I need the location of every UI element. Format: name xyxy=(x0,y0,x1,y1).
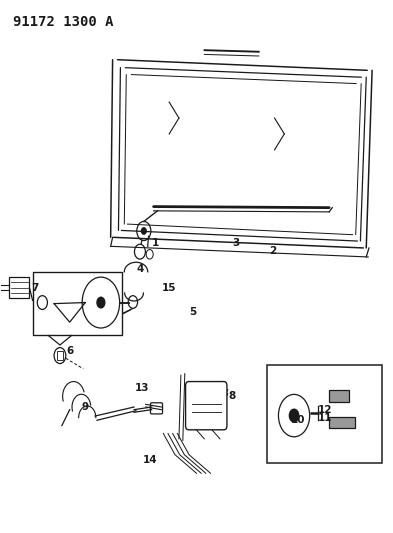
Text: 12: 12 xyxy=(318,405,332,415)
Text: 9: 9 xyxy=(82,402,89,412)
Text: 5: 5 xyxy=(189,306,196,317)
Text: 91172 1300 A: 91172 1300 A xyxy=(13,14,114,29)
Circle shape xyxy=(141,228,146,234)
Text: 14: 14 xyxy=(142,455,157,465)
Circle shape xyxy=(289,409,299,422)
Text: 8: 8 xyxy=(228,391,235,401)
Text: 2: 2 xyxy=(269,246,276,256)
Text: 10: 10 xyxy=(291,415,305,425)
Text: 15: 15 xyxy=(162,282,176,293)
Text: 7: 7 xyxy=(31,282,38,293)
Bar xyxy=(267,365,382,463)
Text: 13: 13 xyxy=(135,383,149,393)
FancyBboxPatch shape xyxy=(151,403,163,414)
Text: 3: 3 xyxy=(232,238,239,248)
Text: 4: 4 xyxy=(136,264,143,274)
Text: 6: 6 xyxy=(66,346,73,357)
FancyBboxPatch shape xyxy=(185,382,227,430)
Bar xyxy=(57,351,63,360)
Bar xyxy=(9,277,29,298)
Bar xyxy=(329,390,349,402)
Text: 1: 1 xyxy=(152,238,159,248)
Text: 11: 11 xyxy=(318,413,332,423)
Circle shape xyxy=(97,297,105,308)
Bar xyxy=(329,417,354,429)
Bar xyxy=(33,272,122,335)
